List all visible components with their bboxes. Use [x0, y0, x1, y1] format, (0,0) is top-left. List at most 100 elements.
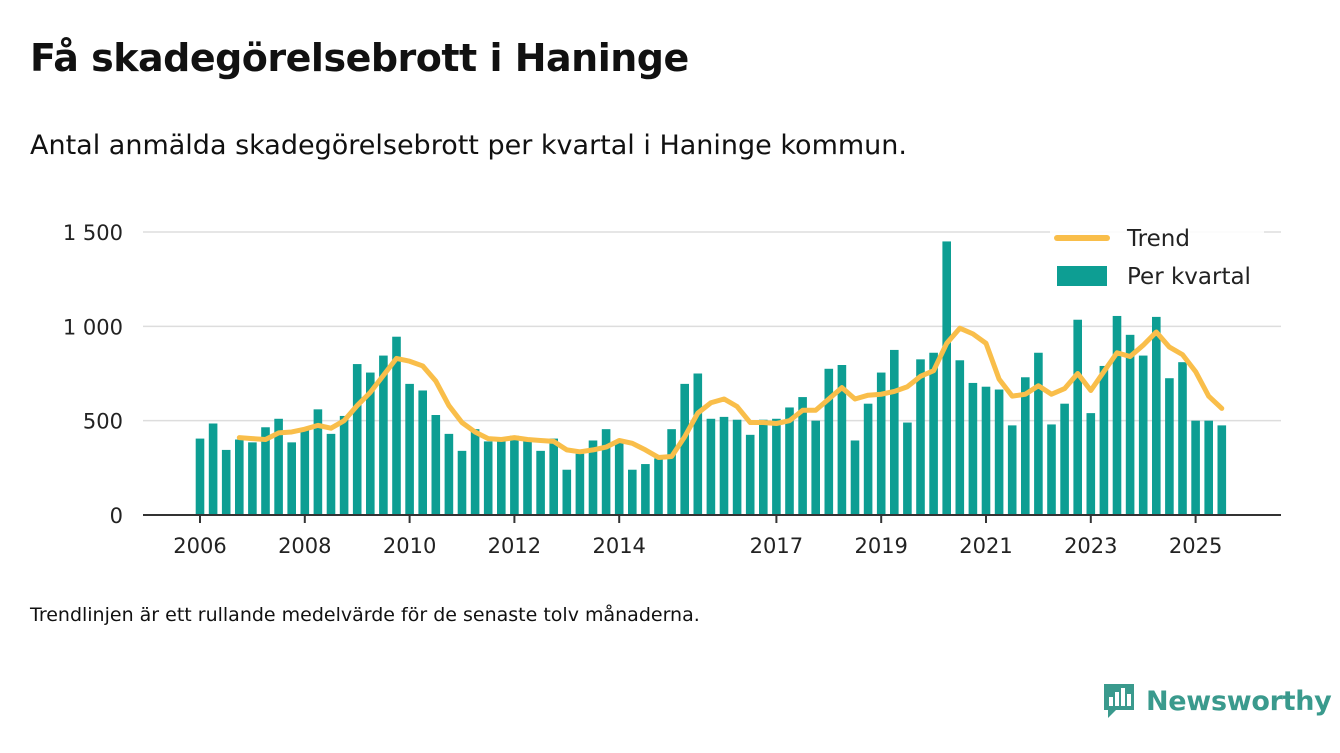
x-tick-label: 2010	[383, 534, 436, 558]
bar-per-kvartal	[588, 440, 598, 515]
x-tick-label: 2023	[1064, 534, 1117, 558]
bar-per-kvartal	[916, 359, 925, 515]
x-tick-label: 2025	[1169, 534, 1222, 558]
trend-line-layer	[236, 325, 1225, 460]
bar-per-kvartal	[1073, 319, 1082, 515]
bar-per-kvartal	[1047, 424, 1056, 515]
bar-per-kvartal	[850, 440, 860, 515]
bar-per-kvartal	[457, 450, 467, 515]
bar-per-kvartal	[667, 429, 676, 515]
bar-per-kvartal	[536, 450, 545, 515]
bar-per-kvartal	[942, 241, 951, 515]
newsworthy-bar-chart-icon	[1104, 684, 1134, 718]
bar-per-kvartal	[431, 415, 441, 515]
bar-per-kvartal	[208, 423, 218, 515]
brand-name: Newsworthy	[1146, 685, 1332, 717]
bar-per-kvartal	[628, 469, 637, 515]
bar-per-kvartal	[981, 386, 991, 515]
bar-per-kvartal	[706, 418, 716, 515]
bar-per-kvartal	[641, 464, 650, 515]
bar-per-kvartal	[1021, 377, 1030, 515]
bar-per-kvartal	[601, 429, 611, 515]
bar-per-kvartal	[483, 441, 493, 515]
bar-per-kvartal	[248, 442, 257, 515]
bar-per-kvartal	[798, 397, 807, 515]
y-tick-label: 1 500	[63, 221, 123, 245]
bar-per-kvartal	[1152, 316, 1161, 515]
legend-bar-label: Per kvartal	[1127, 264, 1251, 290]
bar-per-kvartal	[392, 336, 401, 515]
x-tick-label: 2008	[278, 534, 331, 558]
bar-per-kvartal	[470, 429, 480, 515]
bar-per-kvartal	[614, 440, 624, 515]
axes: 0 500 1 000 1 500 2006 2008 2010 2012 2014 2017 20…	[63, 221, 1281, 558]
bar-per-kvartal	[745, 434, 755, 515]
bar-per-kvartal	[863, 403, 873, 515]
bar-per-kvartal	[994, 389, 1004, 515]
bar-per-kvartal	[837, 365, 847, 515]
x-tick-label: 2017	[750, 534, 803, 558]
bar-per-kvartal	[379, 355, 388, 515]
bar-per-kvartal	[300, 429, 310, 515]
bar-per-kvartal	[405, 383, 414, 515]
bar-per-kvartal	[654, 458, 663, 515]
bar-per-kvartal	[824, 368, 834, 515]
bar-per-kvartal	[693, 373, 703, 515]
bar-per-kvartal	[890, 349, 899, 515]
x-tick-label: 2006	[173, 534, 226, 558]
x-tick-label: 2012	[488, 534, 541, 558]
legend-bar-swatch	[1057, 266, 1107, 286]
bar-per-kvartal	[1086, 413, 1096, 515]
bar-per-kvartal	[339, 415, 349, 515]
bar-per-kvartal	[313, 409, 323, 515]
bar-per-kvartal	[1191, 420, 1200, 515]
bar-per-kvartal	[1138, 355, 1148, 515]
chart-area: 0 500 1 000 1 500 2006 2008 2010 2012 2014 2017 20…	[63, 221, 1281, 558]
bar-per-kvartal	[1165, 378, 1174, 515]
bar-per-kvartal	[261, 427, 270, 515]
bar-per-kvartal	[444, 433, 454, 515]
bar-per-kvartal	[523, 439, 532, 515]
bar-per-kvartal	[326, 433, 336, 515]
bar-per-kvartal	[352, 364, 362, 515]
y-tick-label: 1 000	[63, 315, 123, 339]
bar-per-kvartal	[235, 439, 244, 515]
y-tick-label: 0	[110, 504, 123, 528]
y-tick-label: 500	[83, 410, 123, 434]
footnote: Trendlinjen är ett rullande medelvärde f…	[30, 604, 700, 626]
legend-trend-label: Trend	[1126, 226, 1190, 252]
bar-per-kvartal	[759, 419, 768, 515]
bar-per-kvartal	[562, 469, 572, 515]
bar-per-kvartal	[732, 419, 742, 515]
bar-per-kvartal	[274, 418, 283, 515]
bar-per-kvartal	[968, 382, 978, 515]
legend: Trend Per kvartal	[1050, 222, 1264, 300]
bar-per-kvartal	[1060, 403, 1069, 515]
bar-per-kvartal	[719, 416, 729, 515]
bar-per-kvartal	[1007, 425, 1017, 515]
chart-subtitle: Antal anmälda skadegörelsebrott per kvar…	[30, 130, 907, 161]
bar-per-kvartal	[680, 383, 689, 515]
bar-per-kvartal	[1178, 362, 1187, 515]
x-tick-label: 2014	[592, 534, 645, 558]
bar-per-kvartal	[772, 418, 781, 515]
bar-per-kvartal	[876, 372, 886, 515]
bar-per-kvartal	[1217, 425, 1227, 515]
bar-per-kvartal	[287, 442, 296, 515]
chart-title: Få skadegörelsebrott i Haninge	[30, 36, 689, 80]
bar-per-kvartal	[1034, 352, 1043, 515]
trend-line	[236, 325, 1225, 460]
bar-per-kvartal	[785, 407, 794, 515]
bar-per-kvartal	[1112, 315, 1122, 515]
bar-per-kvartal	[366, 372, 375, 515]
bars-per-kvartal	[195, 241, 1227, 515]
bar-per-kvartal	[1099, 365, 1109, 515]
x-tick-label: 2019	[854, 534, 907, 558]
bar-per-kvartal	[418, 390, 427, 515]
bar-per-kvartal	[497, 440, 506, 515]
bar-per-kvartal	[549, 438, 558, 515]
bar-per-kvartal	[811, 420, 820, 515]
x-tick-label: 2021	[959, 534, 1012, 558]
bar-per-kvartal	[575, 453, 585, 515]
bar-per-kvartal	[955, 360, 965, 515]
